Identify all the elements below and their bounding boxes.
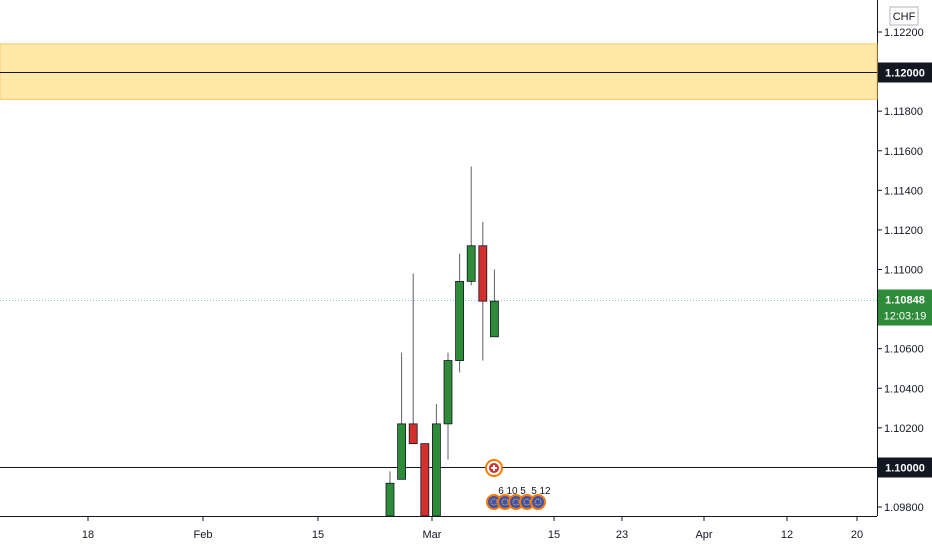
currency-label: CHF (893, 11, 916, 23)
price-label-bg-0 (878, 62, 932, 83)
y-tick-label-5: 1.11000 (884, 265, 923, 277)
price-axis[interactable] (878, 0, 932, 516)
current-price-value: 1.10848 (885, 295, 925, 307)
price-label-0: 1.12000 (885, 68, 925, 80)
supply-zone[interactable] (0, 43, 878, 100)
candle-7[interactable] (466, 245, 476, 282)
current-price-badge (878, 289, 932, 326)
eu-stars-icon-4 (534, 498, 542, 506)
event-count-0: 6 (498, 486, 504, 497)
x-tick-label-0: 18 (82, 529, 94, 541)
x-tick-label-3: Mar (423, 529, 442, 541)
time-axis[interactable] (0, 517, 932, 550)
candle-9[interactable] (489, 300, 499, 338)
candle-1[interactable] (397, 423, 407, 480)
x-tick-label-8: 20 (851, 529, 863, 541)
candle-0[interactable] (385, 482, 395, 517)
candle-6[interactable] (455, 280, 465, 361)
event-count-3: 5 (531, 486, 537, 497)
x-tick-label-5: 23 (616, 529, 628, 541)
event-count-1: 10 (506, 486, 518, 497)
y-tick-label-9: 1.09800 (884, 502, 924, 514)
y-tick-label-4: 1.11200 (884, 225, 923, 237)
candle-8[interactable] (478, 245, 488, 302)
x-tick-label-1: Feb (194, 529, 213, 541)
event-count-2: 5 (520, 486, 526, 497)
y-tick-label-6: 1.10600 (884, 344, 924, 356)
price-label-bg-1 (878, 457, 932, 478)
swiss-cross-h (491, 467, 497, 469)
y-tick-label-8: 1.10200 (884, 423, 924, 435)
current-price-countdown: 12:03:19 (884, 311, 927, 323)
y-tick-label-3: 1.11400 (884, 185, 923, 197)
y-tick-label-2: 1.11600 (884, 146, 923, 158)
x-tick-label-6: Apr (695, 529, 712, 541)
x-tick-label-2: 15 (312, 529, 324, 541)
event-count-4: 12 (539, 486, 551, 497)
event-flag-eu-4[interactable] (530, 494, 546, 510)
y-tick-label-7: 1.10400 (884, 383, 924, 395)
candle-2[interactable] (408, 423, 418, 445)
x-tick-label-7: 12 (781, 529, 793, 541)
candle-4[interactable] (431, 423, 441, 517)
price-label-1: 1.10000 (885, 463, 925, 475)
candle-3[interactable] (420, 443, 430, 517)
candle-5[interactable] (443, 360, 453, 425)
y-tick-label-1: 1.11800 (884, 106, 923, 118)
y-tick-label-0: 1.12200 (884, 27, 924, 39)
currency-box[interactable] (889, 6, 919, 26)
x-tick-label-4: 15 (548, 529, 560, 541)
